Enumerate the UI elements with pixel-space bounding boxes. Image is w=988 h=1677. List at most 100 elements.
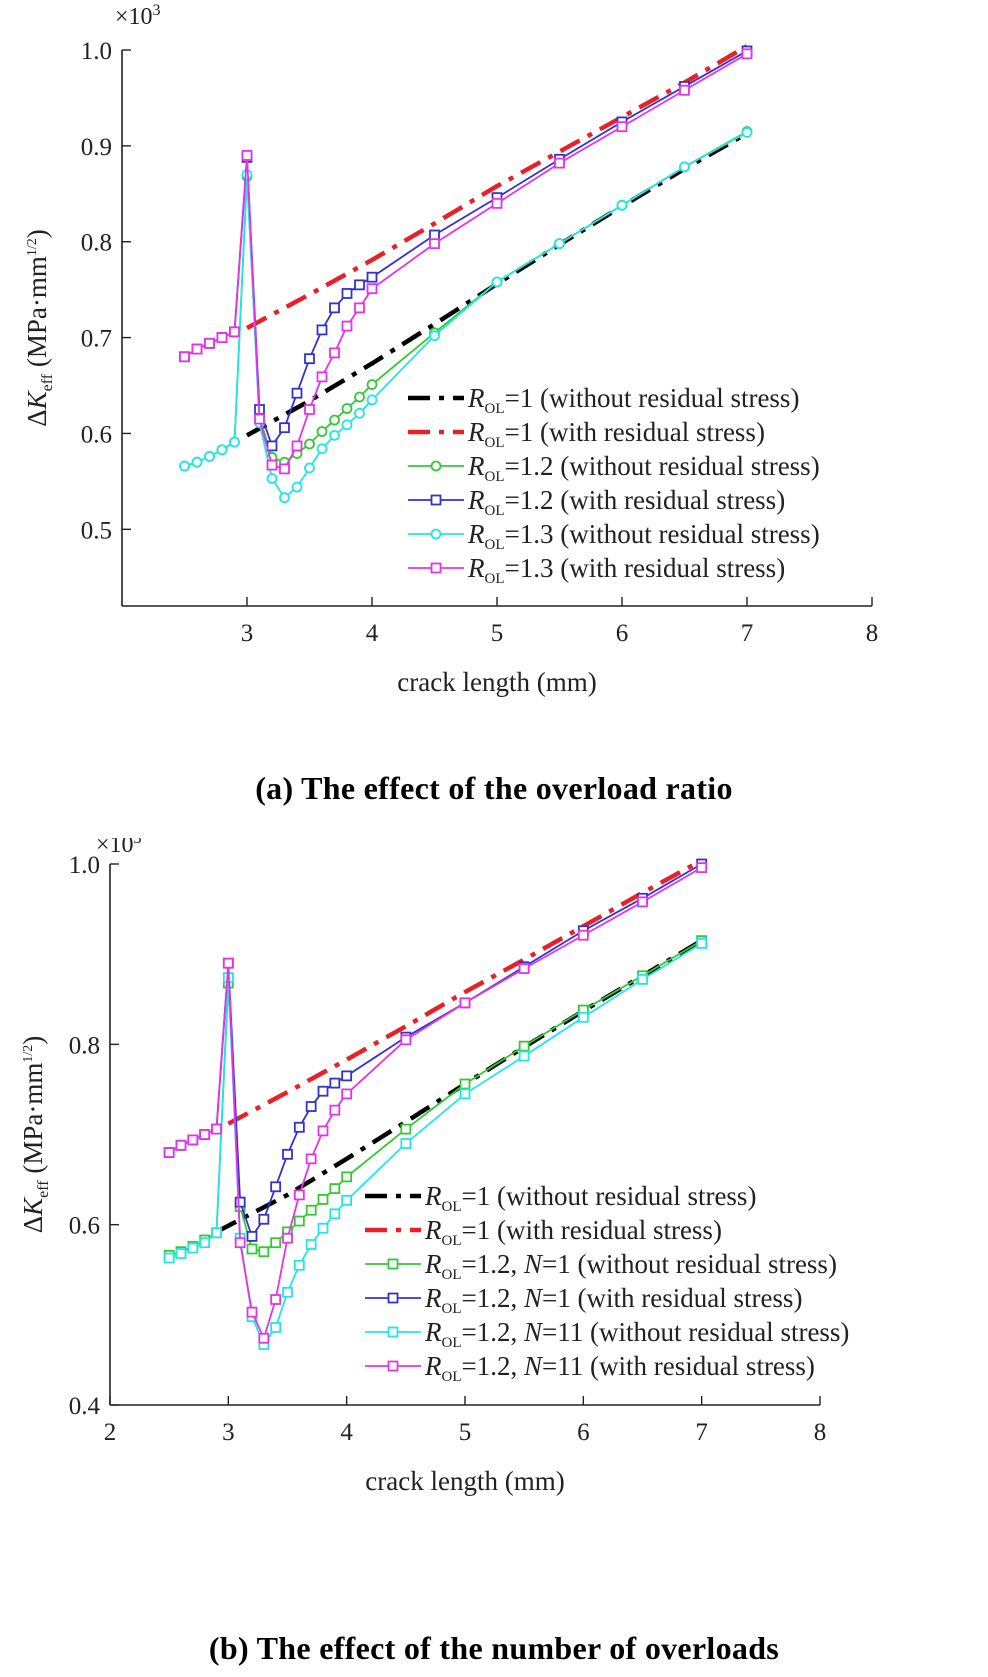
chart-b-y-multiplier: ×103 — [96, 838, 142, 858]
chart-b-point-3 — [258, 1213, 270, 1225]
chart-b-point-3 — [341, 1070, 353, 1082]
chart-b-point-2 — [329, 1183, 341, 1195]
chart-a-point-2 — [366, 379, 378, 390]
chart-b-point-4 — [282, 1286, 293, 1298]
chart-a-point-3 — [341, 288, 353, 299]
chart-b-point-5 — [199, 1129, 211, 1140]
chart-a-point-2 — [329, 414, 340, 426]
chart-b-y-axis-label: ΔKeff (MPa·mm1/2) — [18, 1036, 52, 1234]
chart-a-line-5 — [184, 53, 748, 470]
chart-a-point-4 — [316, 443, 328, 455]
chart-a-y-tick-label: 1.0 — [81, 38, 112, 65]
chart-b-point-3 — [317, 1085, 329, 1097]
chart-a-y-tick-label: 0.7 — [81, 326, 112, 353]
chart-a-point-4 — [616, 199, 628, 211]
chart-b-x-tick-label: 6 — [577, 1419, 590, 1446]
chart-b-point-2 — [305, 1204, 317, 1216]
chart-a-point-5 — [179, 351, 190, 363]
chart-a-point-5 — [366, 283, 378, 295]
chart-b-x-tick-label: 3 — [222, 1419, 235, 1446]
chart-b-point-4 — [211, 1227, 222, 1239]
chart-b-point-5 — [341, 1088, 353, 1100]
chart-a-x-tick-label: 3 — [241, 620, 254, 647]
chart-a-point-4 — [279, 492, 290, 504]
chart-a-y-tick-label: 0.6 — [81, 421, 112, 448]
chart-a-legend: ROL=1 (without residual stress)ROL=1 (wi… — [408, 383, 820, 587]
chart-a-point-3 — [279, 422, 290, 434]
chart-a-point-5 — [279, 463, 290, 475]
chart-b-point-4 — [163, 1252, 175, 1264]
chart-a-point-4 — [429, 330, 440, 342]
chart-a-line-0 — [245, 131, 749, 438]
chart-a-point-5 — [429, 238, 440, 250]
chart-b-point-4 — [459, 1088, 471, 1100]
chart-a-point-2 — [316, 426, 328, 437]
chart-a: 3 4 5 6 7 8 0.5 0.6 0.7 0.8 0.9 1.0×103 crack length… — [22, 2, 879, 697]
chart-b-point-3 — [282, 1148, 293, 1160]
chart-a-point-4 — [291, 481, 303, 493]
chart-b-point-5 — [459, 997, 471, 1009]
chart-b-legend-label-5: ROL=1.2, N=11 (with residual stress) — [424, 1351, 815, 1385]
chart-b-y-tick-label: 0.4 — [69, 1393, 101, 1420]
chart-a-point-5 — [266, 459, 278, 471]
chart-a-legend-label-3: ROL=1.2 (with residual stress) — [467, 485, 785, 519]
chart-a-point-5 — [554, 157, 565, 169]
chart-b-x-tick-label: 4 — [340, 1419, 353, 1446]
chart-a-point-5 — [329, 347, 340, 359]
chart-b-point-5 — [175, 1139, 187, 1151]
chart-b-legend-label-4: ROL=1.2, N=11 (without residual stress) — [424, 1317, 849, 1351]
chart-a-line-2 — [184, 130, 748, 467]
chart-b-point-4 — [305, 1239, 317, 1250]
chart-b-point-4 — [341, 1194, 353, 1206]
chart-a-x-tick-label: 6 — [616, 620, 629, 647]
chart-a-y-multiplier: ×103 — [115, 2, 161, 30]
chart-b-point-3 — [246, 1230, 258, 1242]
chart-b-legend-marker-2 — [387, 1258, 399, 1270]
chart-a-legend-marker-5 — [430, 562, 442, 574]
chart-a-legend-marker-4 — [430, 528, 442, 540]
chart-b-point-5 — [270, 1294, 282, 1305]
chart-a-legend-label-5: ROL=1.3 (with residual stress) — [467, 553, 785, 587]
panel-a: 3 4 5 6 7 8 0.5 0.6 0.7 0.8 0.9 1.0 ×103 crack length… — [0, 0, 988, 830]
chart-a-y-tick-label: 0.9 — [81, 134, 112, 161]
chart-a-y-tick-label: 0.5 — [81, 517, 112, 544]
chart-a-point-4 — [354, 407, 365, 419]
chart-a-point-4 — [341, 419, 353, 431]
chart-b-point-4 — [293, 1259, 305, 1271]
chart-a-point-4 — [204, 451, 215, 462]
chart-b-point-4 — [317, 1222, 329, 1234]
chart-b-point-4 — [270, 1322, 282, 1333]
chart-b-point-4 — [329, 1208, 341, 1220]
chart-b-point-5 — [637, 896, 648, 908]
chart-a-point-3 — [354, 279, 365, 291]
chart-b-point-2 — [270, 1237, 282, 1249]
chart-a-point-4 — [491, 276, 503, 288]
chart-a-point-3 — [329, 302, 340, 314]
chart-a-point-4 — [216, 444, 228, 456]
chart-b-series-5 — [163, 862, 708, 1344]
chart-a-legend-label-1: ROL=1 (with residual stress) — [467, 417, 765, 451]
chart-b-point-5 — [234, 1237, 246, 1249]
chart-b-point-3 — [293, 1121, 305, 1133]
chart-a-point-5 — [229, 326, 240, 338]
chart-b-y-tick-label: 0.6 — [69, 1213, 100, 1240]
chart-a-point-5 — [191, 343, 203, 355]
chart-a-point-4 — [191, 456, 203, 468]
chart-b-legend: ROL=1 (without residual stress)ROL=1 (wi… — [365, 1181, 849, 1385]
chart-b-point-5 — [317, 1125, 329, 1137]
chart-b-x-tick-label: 5 — [459, 1419, 472, 1446]
chart-b-point-5 — [577, 929, 589, 941]
chart-a-x-tick-label: 4 — [366, 620, 379, 647]
chart-a-point-5 — [354, 302, 365, 314]
chart-b-point-5 — [400, 1034, 412, 1046]
chart-a-x-tick-label: 8 — [866, 620, 879, 647]
chart-b-point-5 — [329, 1104, 341, 1116]
chart-b-point-2 — [317, 1194, 329, 1205]
chart-b-point-2 — [400, 1123, 412, 1135]
chart-a-point-3 — [291, 387, 303, 399]
chart-b-point-5 — [293, 1189, 305, 1201]
chart-a-legend-label-0: ROL=1 (without residual stress) — [467, 383, 799, 417]
chart-b-point-4 — [199, 1237, 211, 1249]
chart-a-point-5 — [216, 332, 228, 343]
chart-b-point-5 — [187, 1134, 199, 1146]
